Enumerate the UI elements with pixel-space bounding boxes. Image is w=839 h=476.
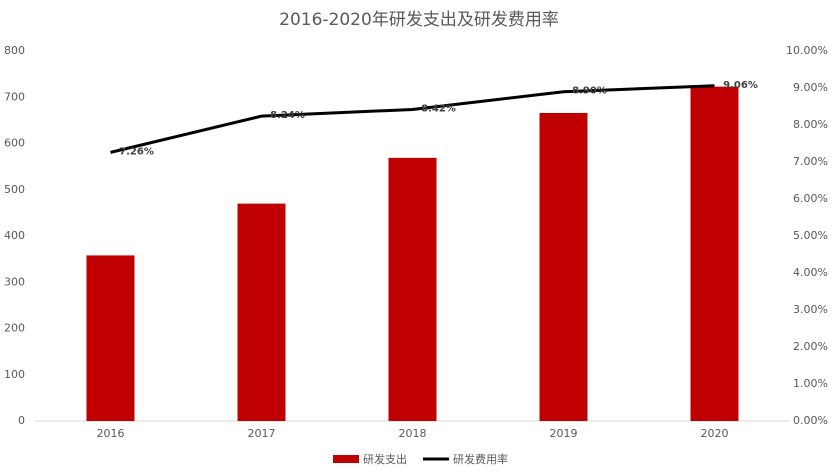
y2-tick-label: 6.00% [793,192,828,205]
line [110,84,715,154]
y2-tick-label: 7.00% [793,155,828,168]
data-label: 9.06% [723,80,758,91]
bar [539,112,588,421]
bar [690,86,739,422]
y-tick-label: 800 [4,44,25,57]
y2-tick-label: 1.00% [793,377,828,390]
y2-tick-label: 0.00% [793,414,828,427]
y-tick-label: 500 [4,183,25,196]
y-tick-label: 400 [4,229,25,242]
legend-swatch [333,455,359,463]
x-tick-label: 2017 [248,427,276,440]
y2-tick-label: 9.00% [793,81,828,94]
y2-tick-label: 4.00% [793,266,828,279]
y-tick-label: 600 [4,137,25,150]
y-tick-label: 200 [4,322,25,335]
y-tick-label: 300 [4,275,25,288]
bar [237,203,286,421]
y-tick-label: 700 [4,90,25,103]
data-label: 7.26% [119,146,154,157]
legend-label: 研发费用率 [453,452,508,466]
y-tick-label: 100 [4,368,25,381]
x-tick-label: 2018 [399,427,427,440]
data-label: 8.24% [270,110,305,121]
x-tick-label: 2020 [701,427,729,440]
y2-tick-label: 10.00% [786,44,828,57]
x-tick-label: 2016 [97,427,125,440]
x-tick-label: 2019 [550,427,578,440]
legend-label: 研发支出 [363,452,407,466]
bar [86,255,135,421]
y2-tick-label: 2.00% [793,340,828,353]
y2-tick-label: 5.00% [793,229,828,242]
data-label: 8.90% [572,86,607,97]
chart-title: 2016-2020年研发支出及研发费用率 [279,10,559,30]
y2-tick-label: 3.00% [793,303,828,316]
bar [388,157,437,421]
data-label: 8.42% [421,103,456,114]
y-tick-label: 0 [18,414,25,427]
y2-tick-label: 8.00% [793,118,828,131]
